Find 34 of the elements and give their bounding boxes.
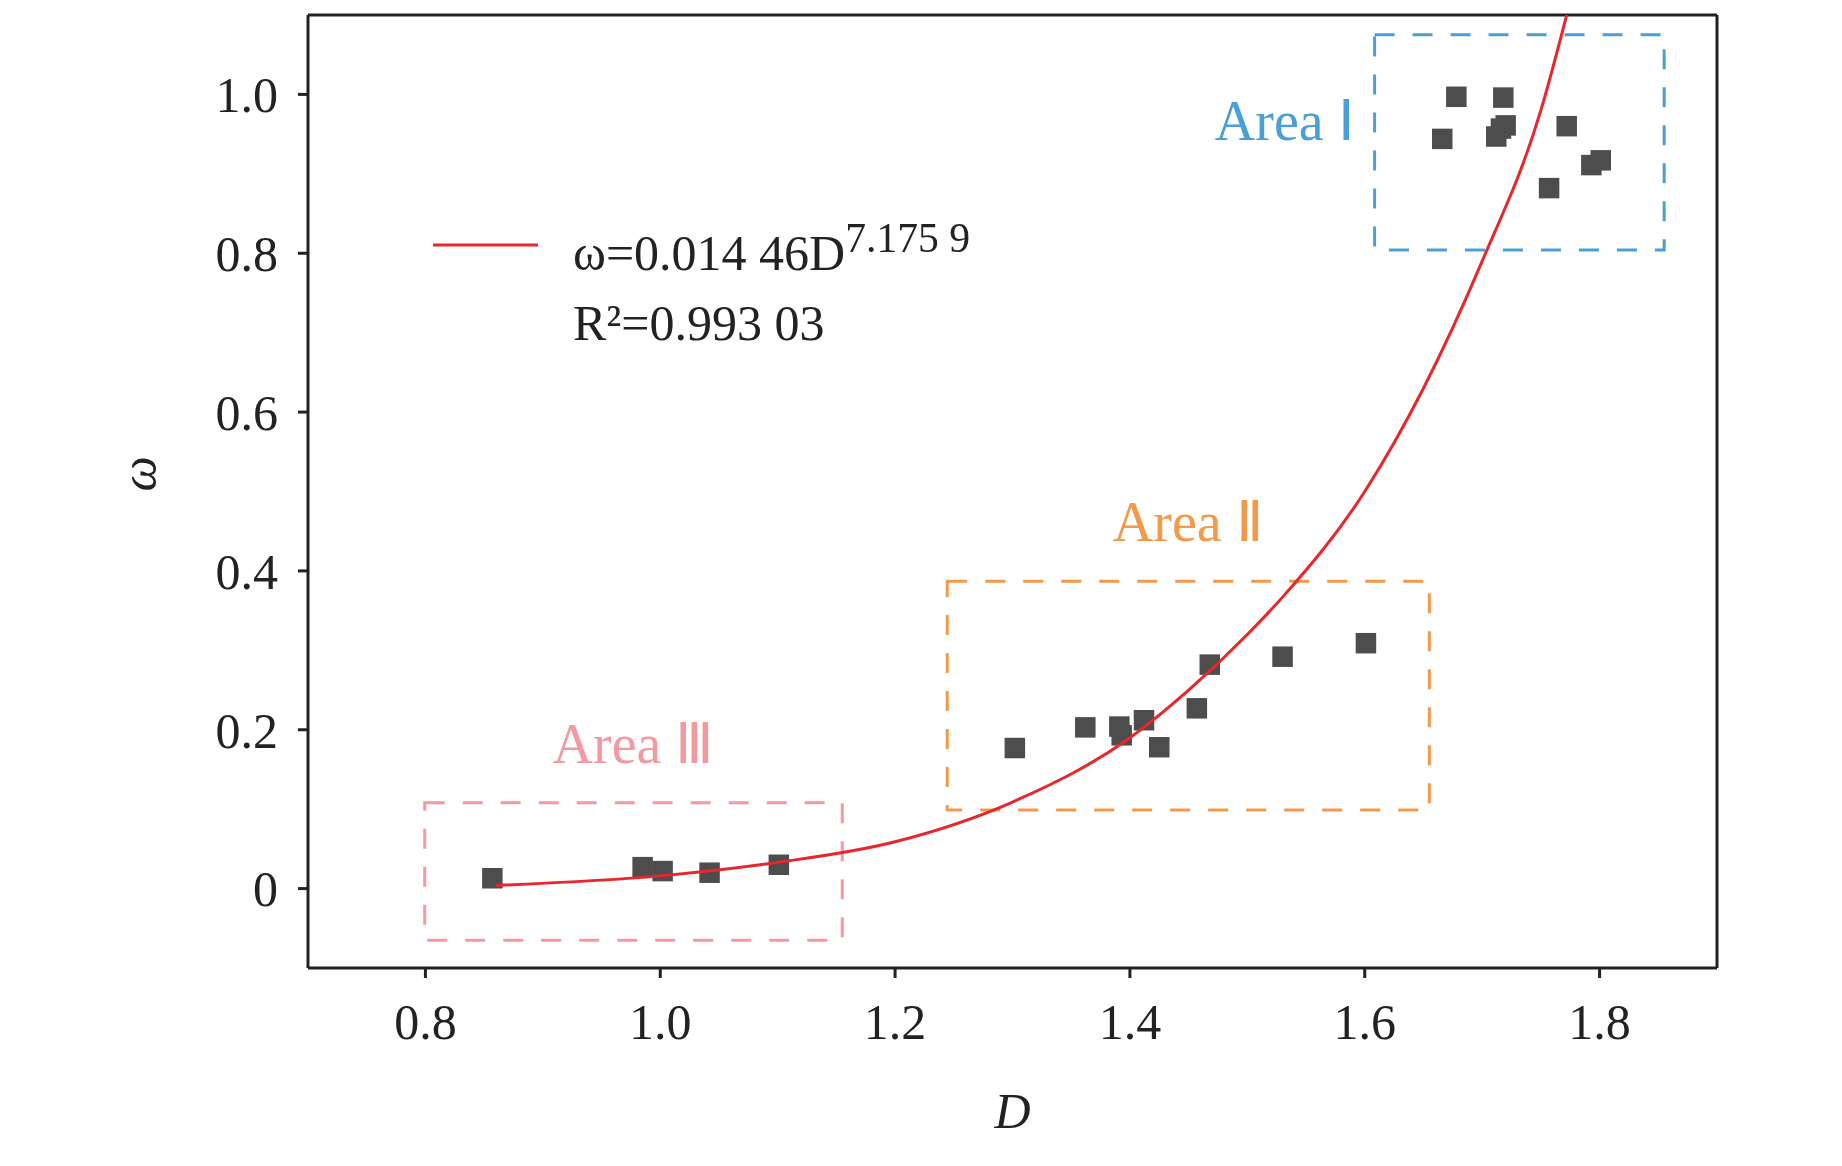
point — [1538, 177, 1560, 199]
x-tick-label: 1.8 — [1568, 993, 1631, 1050]
point — [1355, 632, 1377, 654]
point — [1446, 86, 1467, 108]
y-axis-title: ω — [110, 456, 167, 492]
y-tick-label: 0 — [253, 861, 278, 918]
x-tick-label: 1.0 — [629, 993, 692, 1050]
point — [1186, 698, 1208, 719]
y-tick-label: 1.0 — [215, 67, 278, 124]
annotation: Area Ⅲ — [552, 712, 715, 775]
y-tick-label: 0.2 — [215, 702, 278, 759]
point — [1004, 737, 1026, 759]
point — [1493, 87, 1514, 108]
y-tick-label: 0.6 — [215, 384, 278, 441]
x-tick-label: 1.6 — [1333, 993, 1396, 1050]
point — [1272, 646, 1293, 667]
x-axis-title: D — [993, 1083, 1031, 1139]
y-tick-label: 0.4 — [215, 543, 278, 600]
annotation: Area Ⅱ — [1112, 491, 1264, 554]
point — [482, 868, 503, 889]
point — [632, 856, 653, 878]
point — [1590, 150, 1611, 171]
annotation: Area Ⅰ — [1214, 89, 1355, 152]
x-tick-label: 1.4 — [1098, 993, 1162, 1050]
point — [1149, 736, 1170, 758]
x-tick-label: 0.8 — [394, 993, 457, 1050]
y-tick-label: 0.8 — [215, 226, 278, 282]
point — [1556, 115, 1577, 137]
point — [1432, 128, 1453, 150]
point — [1075, 717, 1096, 738]
point — [1495, 115, 1516, 136]
legend-label: ω=0.014 46D$^{7.175 9}$ — [573, 214, 971, 283]
annotation: R²=0.993 03 — [573, 293, 826, 353]
x-tick-label: 1.2 — [863, 993, 927, 1050]
